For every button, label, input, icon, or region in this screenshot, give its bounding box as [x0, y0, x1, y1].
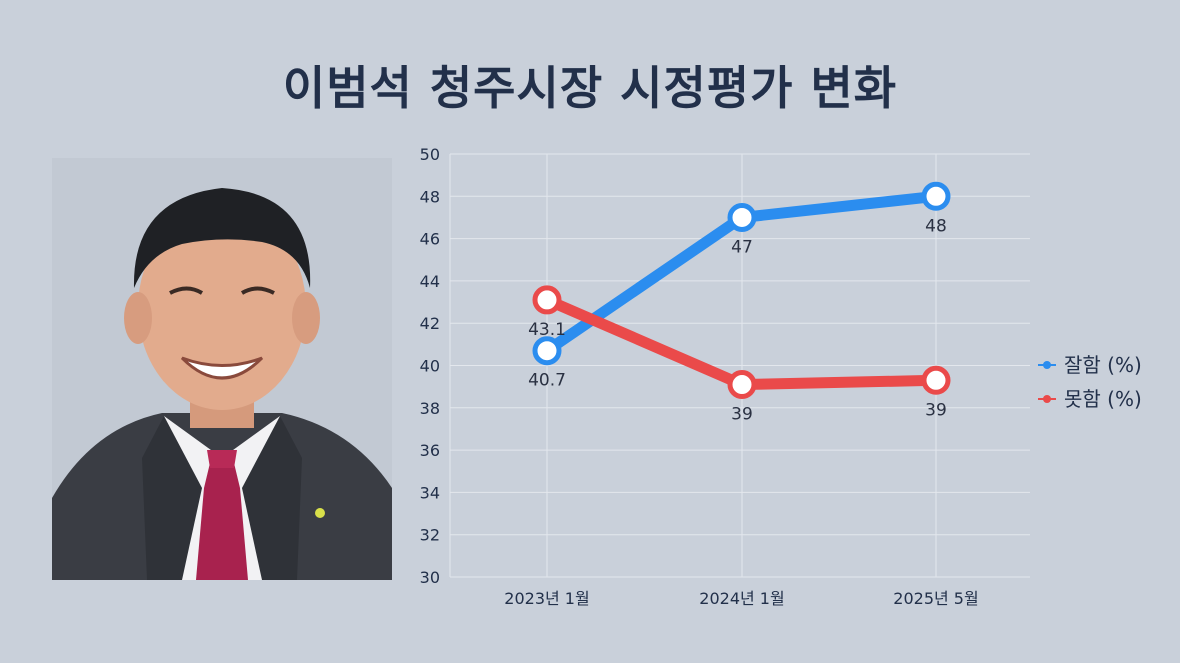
y-tick-label: 30 — [420, 568, 440, 587]
data-label: 40.7 — [528, 371, 566, 391]
legend-marker-dot — [1043, 395, 1051, 403]
y-tick-label: 40 — [420, 357, 440, 376]
y-tick-label: 44 — [420, 272, 440, 291]
data-point — [921, 365, 951, 395]
data-point — [727, 202, 757, 232]
y-tick-label: 46 — [420, 230, 440, 249]
data-point — [532, 285, 562, 315]
legend-label: 잘함 (%) — [1064, 353, 1142, 377]
y-tick-label: 50 — [420, 145, 440, 164]
y-tick-label: 32 — [420, 526, 440, 545]
x-tick-label: 2023년 1월 — [504, 589, 589, 608]
data-labels: 40.7 47 48 43.1 39 39 — [528, 216, 947, 424]
y-tick-label: 38 — [420, 399, 440, 418]
series-points — [532, 181, 951, 400]
y-tick-label: 48 — [420, 187, 440, 206]
data-point — [532, 336, 562, 366]
y-tick-label: 42 — [420, 314, 440, 333]
data-label: 39 — [731, 405, 753, 425]
data-label: 47 — [731, 237, 753, 257]
portrait-photo — [52, 158, 392, 580]
y-tick-label: 34 — [420, 483, 440, 502]
data-label: 39 — [925, 400, 947, 420]
data-label: 48 — [925, 216, 947, 236]
x-tick-label: 2024년 1월 — [699, 589, 784, 608]
x-tick-label: 2025년 5월 — [893, 589, 978, 608]
y-tick-label: 36 — [420, 441, 440, 460]
data-point — [921, 181, 951, 211]
page-title: 이범석 청주시장 시정평가 변화 — [282, 61, 898, 115]
legend: 잘함 (%) 못함 (%) — [1038, 353, 1142, 411]
axes: 30 32 34 36 38 40 42 44 46 48 50 2023년 1월 2024년 1월 20… — [420, 145, 1030, 608]
legend-label: 못함 (%) — [1064, 387, 1142, 411]
data-label: 43.1 — [528, 320, 566, 340]
data-point — [727, 370, 757, 400]
legend-marker-dot — [1043, 361, 1051, 369]
